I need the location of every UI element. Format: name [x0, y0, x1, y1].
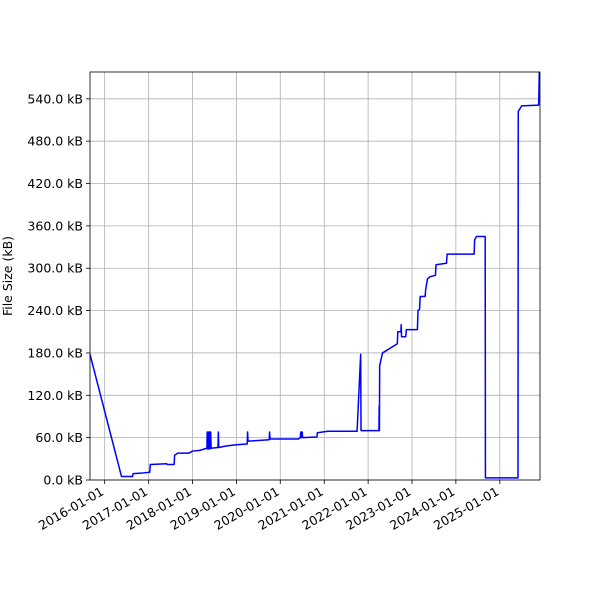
series-layer	[89, 71, 541, 479]
grid-lines	[90, 72, 540, 481]
y-tick-label: 540.0 kB	[27, 91, 83, 106]
file-size-series-line	[89, 71, 541, 479]
y-tick-label: 60.0 kB	[35, 430, 83, 445]
y-tick-label: 120.0 kB	[27, 388, 83, 403]
y-tick-label: 360.0 kB	[27, 218, 83, 233]
x-axis-ticks: 2016-01-012017-01-012018-01-012019-01-01…	[36, 480, 501, 533]
plot-frame	[89, 71, 541, 481]
y-tick-label: 240.0 kB	[27, 303, 83, 318]
y-tick-label: 420.0 kB	[27, 176, 83, 191]
y-axis-ticks: 0.0 kB 60.0 kB 120.0 kB 180.0 kB 240.0 kB 300…	[27, 91, 90, 488]
y-tick-label: 180.0 kB	[27, 345, 83, 360]
y-tick-label: 0.0 kB	[43, 473, 83, 488]
y-tick-label: 300.0 kB	[27, 261, 83, 276]
y-axis-label: File Size (kB)	[0, 236, 15, 316]
y-tick-label: 480.0 kB	[27, 134, 83, 149]
